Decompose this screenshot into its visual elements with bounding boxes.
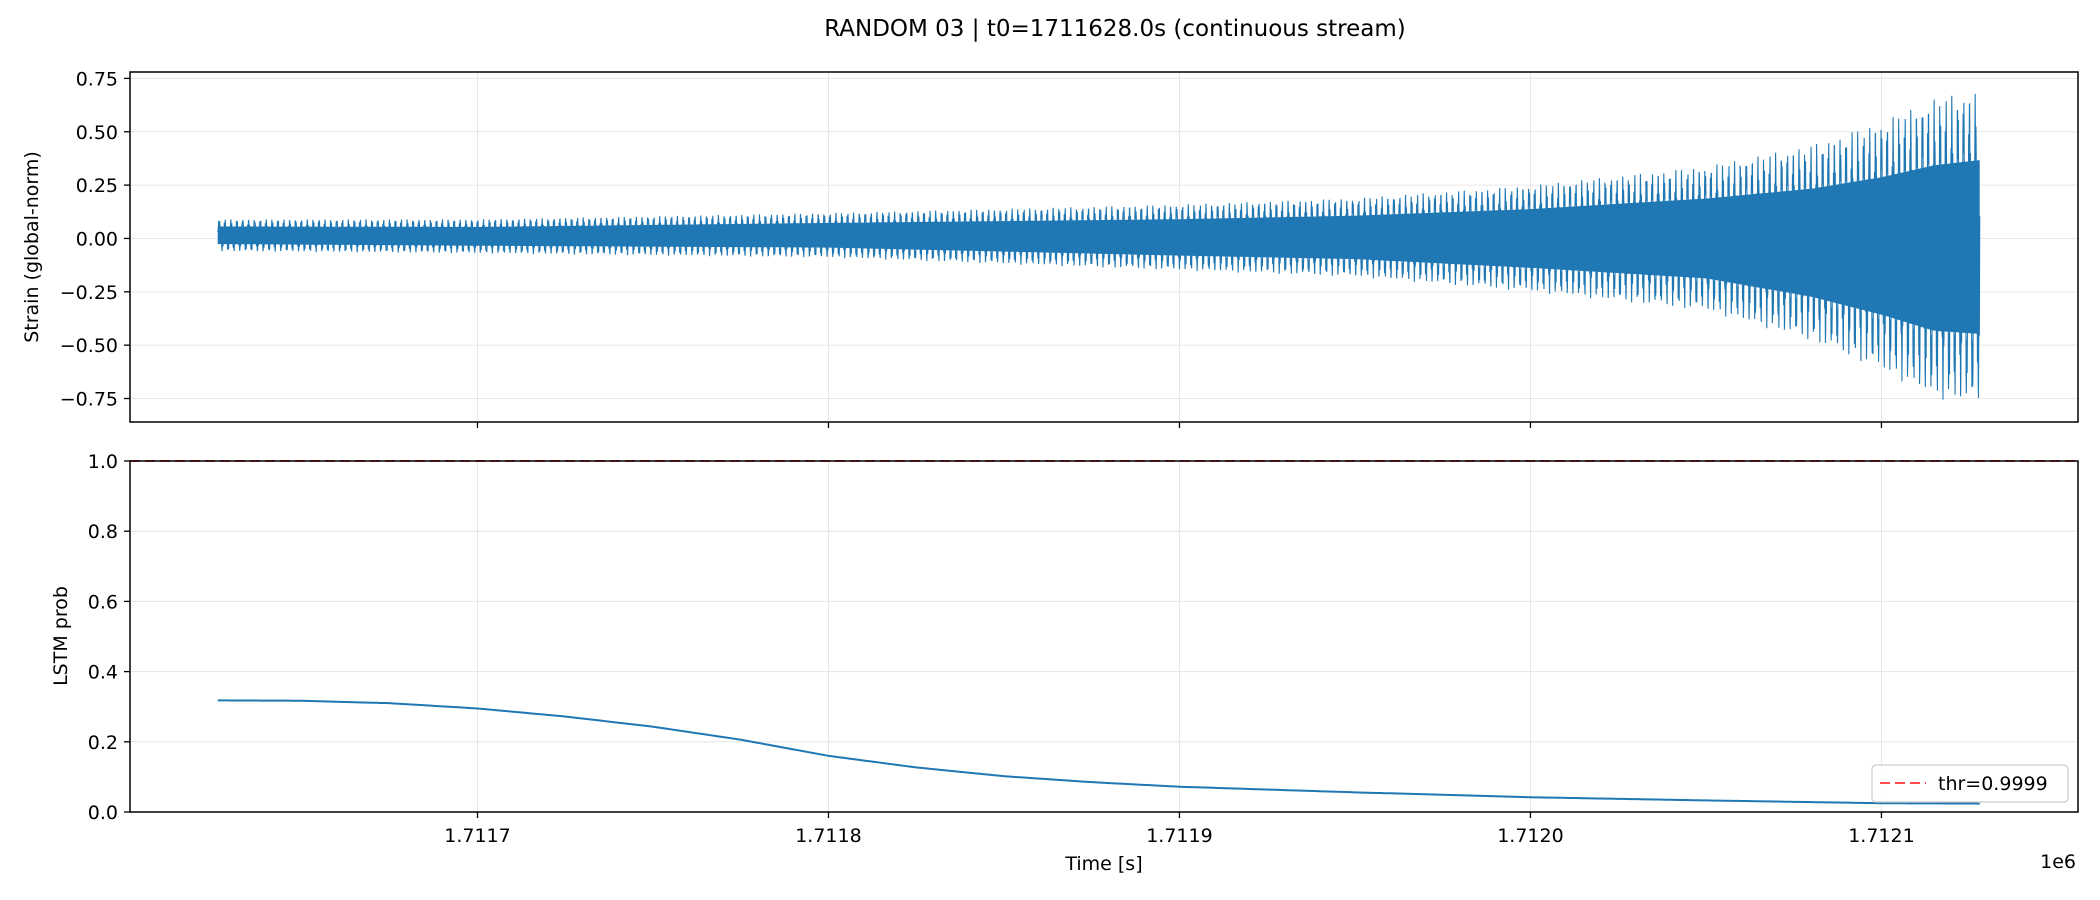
y-tick-label: 0.2	[88, 732, 118, 754]
y-tick-label: 0.50	[76, 122, 118, 144]
lstm-x-ticks: 1.7117 1.7118 1.7119 1.7120 1.7121	[444, 812, 1915, 847]
x-tick-label: 1.7121	[1848, 825, 1914, 847]
strain-axes-frame	[129, 71, 2079, 423]
lstm-x-axis-label: Time [s]	[1064, 853, 1142, 875]
figure-title: RANDOM 03 | t0=1711628.0s (continuous st…	[824, 16, 1406, 42]
lstm-grid	[130, 460, 2078, 813]
lstm-axes-frame	[129, 460, 2079, 813]
strain-core-band	[217, 160, 1980, 334]
y-tick-label: −0.50	[60, 335, 118, 357]
x-offset-label: 1e6	[2040, 851, 2076, 873]
lstm-panel: 0.00.20.40.60.81.0 1.7117 1.7118 1.7119 1.7…	[50, 451, 2079, 875]
legend: thr=0.9999	[1871, 764, 2069, 803]
y-tick-label: −0.75	[60, 389, 118, 411]
x-tick-label: 1.7120	[1497, 825, 1563, 847]
lstm-series	[130, 460, 2078, 805]
lstm-y-axis-label: LSTM prob	[50, 586, 72, 686]
x-tick-label: 1.7117	[444, 825, 510, 847]
lstm-y-ticks: 0.0 0.2 0.4 0.6 0.8 1.0	[88, 451, 130, 824]
strain-y-axis-label: Strain (global-norm)	[21, 151, 43, 343]
y-tick-label: −0.25	[60, 282, 118, 304]
x-tick-label: 1.7119	[1146, 825, 1212, 847]
legend-box	[1871, 764, 2069, 803]
y-tick-label: 0.0	[88, 802, 118, 824]
y-tick-label: 0.4	[88, 662, 118, 684]
y-tick-label: 0.8	[88, 521, 118, 543]
strain-series	[217, 93, 1981, 400]
y-tick-label: 0.75	[76, 68, 118, 90]
strain-y-ticks: −0.75 −0.50 −0.25 0.00 0.25 0.50 0.75	[60, 68, 130, 411]
y-tick-label: 1.0	[88, 451, 118, 473]
y-tick-label: 0.00	[76, 228, 118, 250]
x-tick-label: 1.7118	[795, 825, 861, 847]
lstm-prob-line	[217, 699, 1980, 805]
y-tick-label: 0.6	[88, 591, 118, 613]
strain-x-ticks	[476, 422, 1883, 428]
legend-threshold-label: thr=0.9999	[1938, 773, 2048, 795]
y-tick-label: 0.25	[76, 175, 118, 197]
strain-panel: −0.75 −0.50 −0.25 0.00 0.25 0.50 0.75 Strain (…	[21, 68, 2079, 428]
